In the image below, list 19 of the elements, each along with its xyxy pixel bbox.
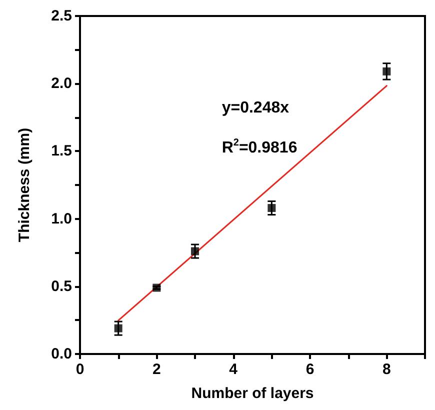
point bbox=[152, 284, 161, 292]
y-tick-label: 2.0 bbox=[51, 75, 72, 92]
x-tick-label: 2 bbox=[152, 361, 161, 378]
y-tick-label: 1.5 bbox=[51, 142, 72, 160]
point bbox=[268, 204, 276, 212]
x-tick-label: 6 bbox=[306, 361, 314, 378]
x-tick-label: 8 bbox=[382, 361, 391, 378]
x-tick-label: 0 bbox=[76, 361, 84, 378]
point bbox=[382, 67, 391, 76]
y-tick-label: 2.5 bbox=[51, 8, 72, 24]
point bbox=[114, 324, 122, 332]
y-tick-label: 1.0 bbox=[51, 210, 72, 228]
y-axis-title: Thickness (mm) bbox=[16, 128, 33, 242]
x-axis-title: Number of layers bbox=[191, 385, 314, 402]
x-tick-label: 4 bbox=[229, 361, 238, 378]
y-tick-label: 0.0 bbox=[51, 346, 72, 362]
point bbox=[191, 247, 199, 256]
y-tick-label: 0.5 bbox=[51, 278, 72, 295]
annotation: y=0.248x bbox=[222, 99, 290, 116]
